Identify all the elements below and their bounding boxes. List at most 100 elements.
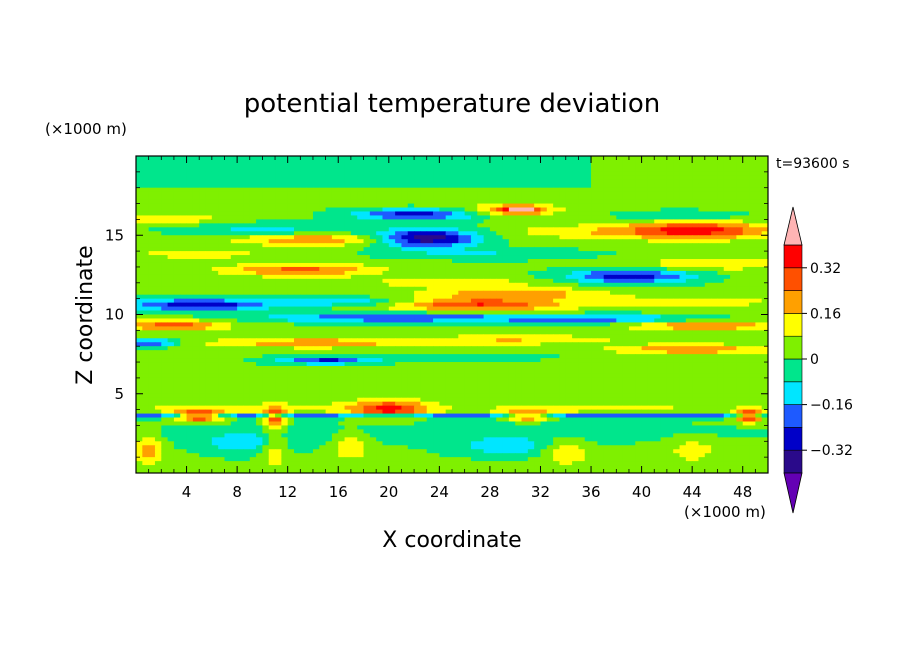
heatmap-cell [376, 215, 383, 220]
heatmap-cell [698, 322, 706, 327]
heatmap-cell [312, 322, 320, 327]
heatmap-cell [761, 346, 769, 351]
heatmap-cell [224, 274, 232, 280]
heatmap-cell [635, 179, 642, 185]
heatmap-cell [376, 298, 383, 304]
heatmap-cell [572, 306, 579, 311]
heatmap-cell [382, 235, 390, 240]
heatmap-cell [312, 255, 320, 260]
heatmap-cell [350, 203, 358, 208]
heatmap-cell [192, 156, 200, 161]
heatmap-cell [458, 286, 466, 292]
heatmap-cell [306, 314, 314, 319]
heatmap-cell [319, 239, 326, 244]
heatmap-cell [186, 156, 194, 161]
heatmap-cell [420, 156, 428, 161]
heatmap-cell [736, 274, 744, 280]
heatmap-cell [572, 314, 579, 319]
heatmap-cell [388, 270, 396, 276]
heatmap-cell [173, 167, 181, 173]
heatmap-cell [218, 156, 225, 161]
heatmap-cell [350, 195, 358, 200]
heatmap-cell [439, 235, 447, 240]
heatmap-cell [401, 326, 409, 331]
heatmap-cell [224, 262, 232, 268]
heatmap-cell [521, 294, 529, 300]
heatmap-cell [489, 330, 497, 335]
heatmap-cell [306, 334, 314, 339]
heatmap-cell [294, 251, 301, 256]
heatmap-cell [508, 255, 516, 260]
heatmap-cell [622, 235, 630, 240]
heatmap-cell [433, 159, 440, 165]
heatmap-cell [357, 203, 364, 208]
heatmap-cell [294, 243, 301, 248]
heatmap-cell [376, 163, 383, 169]
heatmap-cell [243, 175, 251, 181]
heatmap-cell [616, 342, 624, 347]
heatmap-cell [483, 322, 491, 327]
heatmap-cell [685, 282, 693, 288]
heatmap-cell [192, 350, 200, 355]
heatmap-cell [591, 350, 598, 355]
heatmap-cell [287, 286, 295, 292]
heatmap-cell [730, 298, 737, 304]
heatmap-cell [470, 211, 478, 216]
heatmap-cell [426, 306, 434, 311]
heatmap-cell [180, 338, 187, 343]
heatmap-cell [647, 227, 655, 232]
heatmap-cell [704, 314, 712, 319]
heatmap-cell [641, 346, 649, 351]
heatmap-cell [186, 294, 194, 300]
heatmap-cell [584, 227, 592, 232]
heatmap-cell [338, 227, 345, 232]
heatmap-cell [420, 334, 428, 339]
heatmap-cell [319, 247, 326, 252]
heatmap-cell [395, 266, 402, 272]
heatmap-cell [521, 235, 529, 240]
heatmap-cell [597, 262, 605, 268]
heatmap-cell [256, 239, 263, 244]
heatmap-cell [426, 322, 434, 327]
heatmap-cell [749, 231, 756, 236]
heatmap-cell [660, 195, 668, 200]
heatmap-cell [395, 338, 402, 343]
heatmap-cell [553, 187, 560, 193]
heatmap-cell [692, 179, 699, 185]
heatmap-cell [477, 235, 484, 240]
heatmap-cell [237, 278, 244, 284]
heatmap-cell [325, 334, 333, 339]
heatmap-cell [458, 298, 466, 304]
heatmap-cell [211, 191, 219, 197]
heatmap-cell [578, 199, 586, 204]
heatmap-cell [148, 243, 156, 248]
heatmap-cell [325, 350, 333, 355]
heatmap-cell [717, 156, 725, 161]
heatmap-cell [211, 318, 219, 323]
heatmap-cell [357, 290, 364, 296]
heatmap-cell [527, 334, 535, 339]
heatmap-cell [294, 294, 301, 300]
heatmap-cell [679, 211, 687, 216]
heatmap-cell [711, 183, 718, 189]
heatmap-cell [717, 338, 725, 343]
heatmap-cell [376, 227, 383, 232]
heatmap-cell [717, 346, 725, 351]
heatmap-cell [736, 191, 744, 197]
heatmap-cell [350, 235, 358, 240]
heatmap-cell [755, 338, 763, 343]
heatmap-cell [369, 266, 377, 272]
heatmap-cell [470, 322, 478, 327]
heatmap-cell [515, 167, 522, 173]
heatmap-cell [470, 227, 478, 232]
heatmap-cell [407, 294, 415, 300]
heatmap-cell [483, 342, 491, 347]
heatmap-cell [388, 259, 396, 264]
heatmap-cell [559, 338, 567, 343]
heatmap-cell [325, 338, 333, 343]
heatmap-cell [382, 203, 390, 208]
heatmap-cell [723, 175, 731, 181]
heatmap-cell [704, 298, 712, 304]
heatmap-cell [363, 195, 371, 200]
heatmap-cell [268, 171, 276, 177]
